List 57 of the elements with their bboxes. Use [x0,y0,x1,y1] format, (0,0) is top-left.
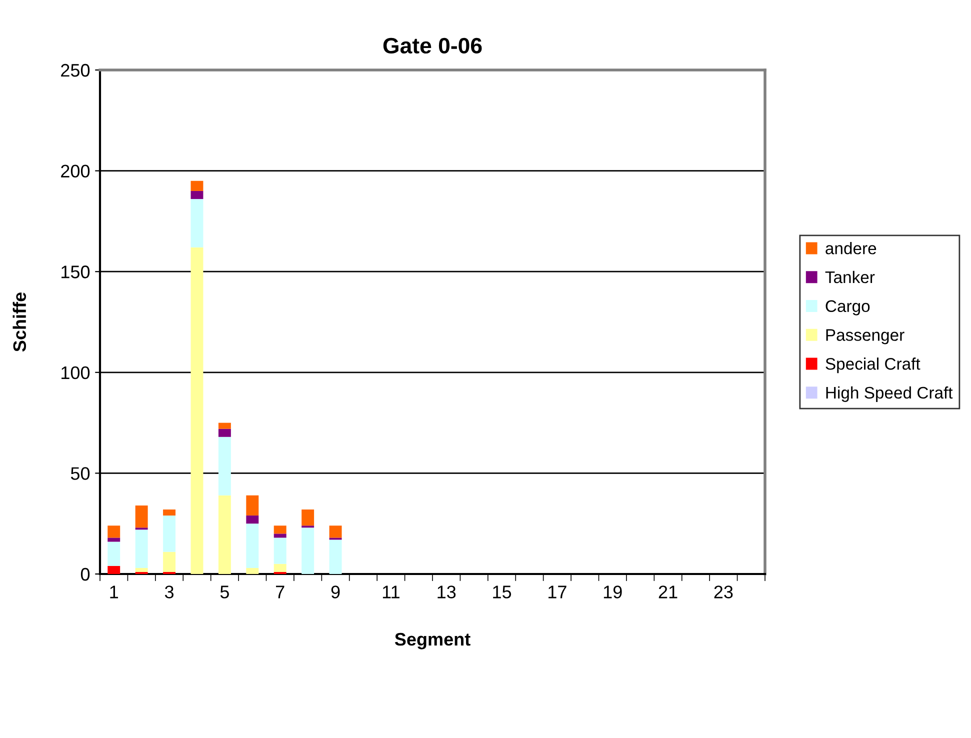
bar [274,538,286,564]
bar [163,509,176,516]
bar [246,495,259,516]
legend-label: Special Craft [826,358,920,374]
bar [274,564,286,572]
bar [163,516,176,552]
bar [218,495,231,574]
bar [302,528,314,574]
x-tick-label: 19 [604,586,622,598]
y-tick-label: 150 [62,266,90,278]
bar [163,552,176,572]
x-tick-label: 1 [110,586,118,598]
x-tick-label: 5 [220,586,229,598]
bar [218,422,231,429]
x-tick-label: 17 [548,586,566,598]
legend-label: Cargo [826,300,870,316]
bar [274,534,286,538]
x-tick-label: 3 [164,586,174,598]
bar [135,568,148,572]
bar [329,540,342,574]
y-axis-title: Schiffe [12,292,26,352]
y-tick-label: 50 [70,467,90,480]
x-tick-label: 7 [276,586,284,598]
x-tick-label: 15 [493,586,512,598]
chart-title: Gate 0-06 [383,38,482,54]
bar [108,526,120,538]
bar [108,538,120,542]
y-tick-label: 100 [62,366,90,380]
bar [302,509,314,526]
bar [274,526,286,534]
bar [329,526,342,538]
legend-label: Tanker [825,270,875,284]
y-tick-label: 200 [61,164,90,178]
bar [190,180,204,191]
bar [246,568,259,574]
bar [135,530,148,568]
bar [246,524,259,568]
bar [108,566,120,574]
x-tick-label: 9 [331,586,340,598]
bar [190,247,204,574]
legend-label: andere [826,242,876,254]
bar [246,516,259,524]
bar [218,436,231,496]
x-tick-label: 21 [658,586,678,598]
x-tick-label: 23 [714,586,733,598]
bar [218,428,231,437]
y-tick-label: 0 [80,568,90,581]
x-axis-title: Segment [394,632,470,650]
x-tick-label: 11 [382,586,400,598]
y-tick-label: 250 [61,64,90,77]
legend-label: Passenger [826,329,904,344]
bar [190,190,204,200]
legend-label: High Speed Craft [826,386,953,402]
bar [190,199,204,248]
bar [108,542,120,566]
bar [135,505,148,528]
x-tick-label: 13 [438,586,456,598]
